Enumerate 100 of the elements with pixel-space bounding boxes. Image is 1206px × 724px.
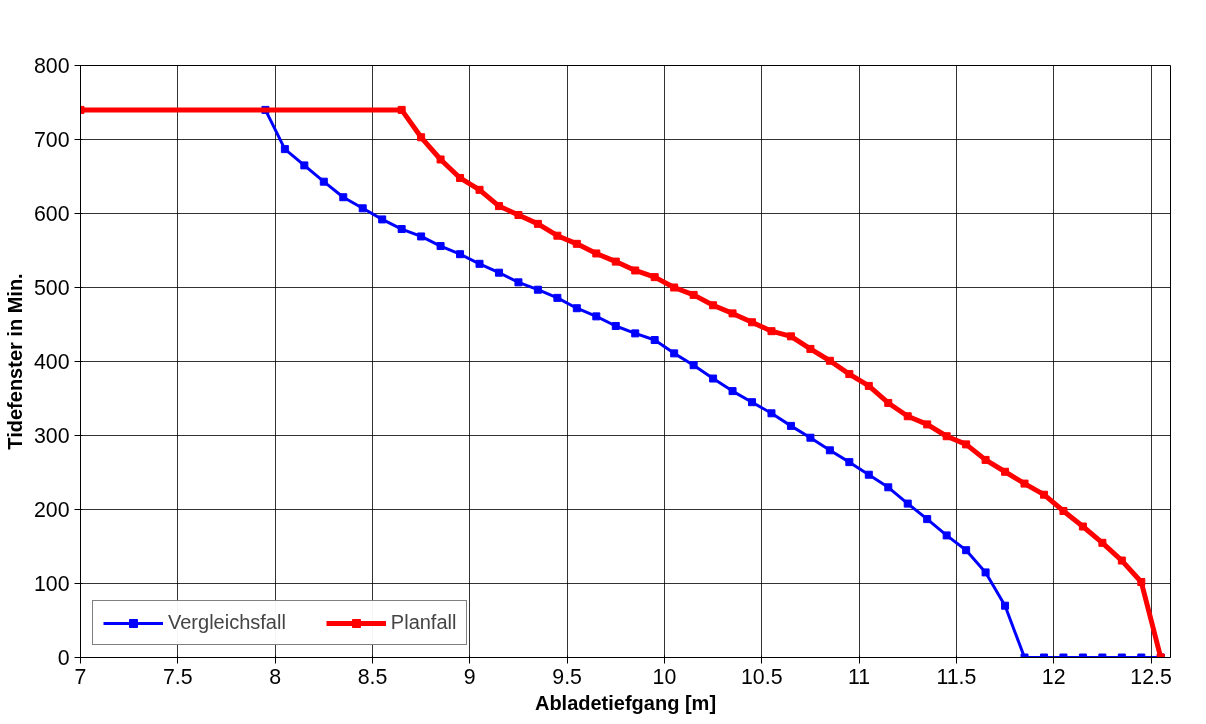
point [670,349,679,358]
y-tick-label: 0 [57,646,70,670]
x-tick-label: 10 [652,664,677,689]
x-tick-label: 9 [463,664,476,689]
point [339,193,348,202]
point [514,278,523,287]
point [592,312,601,321]
point [553,231,562,240]
legend-label: Vergleichsfall [168,611,286,634]
point [514,210,523,219]
y-axis-title: Tidefenster in Min. [3,273,26,450]
point [825,356,834,365]
point [436,155,445,164]
x-tick-label: 12.5 [1130,664,1172,689]
point [884,398,893,407]
point [962,546,971,555]
point [378,215,387,224]
point [280,145,289,154]
y-tick-label: 500 [33,276,70,300]
point [436,242,445,251]
point [981,455,990,464]
point [631,266,640,275]
point [728,387,737,396]
point [475,259,484,268]
point [650,336,659,345]
point [786,421,795,430]
point [864,470,873,479]
point [1137,578,1146,587]
point [1001,601,1010,610]
point [825,446,834,455]
point [670,283,679,292]
point [475,185,484,194]
point [417,133,426,142]
point [942,432,951,441]
point [806,344,815,353]
point [319,177,328,186]
point [572,304,581,313]
x-tick-label: 11 [848,664,871,689]
point [1078,522,1087,531]
point [845,370,854,379]
point [709,301,718,310]
point [631,329,640,338]
point [786,332,795,341]
point [553,293,562,302]
x-tick-label: 11.5 [936,664,977,689]
point [962,440,971,449]
point [942,531,951,540]
point [1117,556,1126,565]
point [650,273,659,282]
point [456,173,465,182]
point [689,361,698,370]
point [494,268,503,277]
point [728,309,737,318]
x-tick-label: 8.5 [357,664,388,689]
point [806,433,815,442]
point [845,458,854,467]
point [884,483,893,492]
point [1059,506,1068,515]
point [1098,538,1107,547]
point [923,515,932,524]
y-tick-label: 800 [33,54,70,78]
point [397,225,406,234]
point [358,204,367,213]
y-tick-label: 300 [33,424,70,448]
y-tick-label: 400 [33,350,70,374]
point [903,412,912,421]
point [611,321,620,330]
point [572,239,581,248]
point [981,568,990,577]
point [397,105,406,114]
point [1039,490,1048,499]
x-tick-label: 7.5 [163,664,193,689]
x-axis-title: Abladetiefgang [m] [534,691,717,714]
y-tick-label: 700 [33,128,70,152]
point [748,398,757,407]
x-tick-label: 9.5 [552,664,582,689]
point [533,285,542,294]
x-tick-label: 7 [74,664,87,689]
point [923,420,932,429]
point [494,202,503,211]
y-tick-label: 200 [33,498,70,522]
point [689,290,698,299]
y-tick-label: 600 [33,202,70,226]
point [767,409,776,418]
x-tick-label: 10.5 [740,664,783,689]
x-tick-label: 8 [269,664,282,689]
point [903,499,912,508]
point [864,381,873,390]
point [748,318,757,327]
point [611,257,620,266]
y-tick-label: 100 [33,572,70,596]
point [1001,467,1010,476]
x-tick-label: 12 [1041,664,1066,689]
legend-label: Planfall [390,611,457,634]
point [456,250,465,259]
point [300,161,309,170]
point [533,219,542,228]
point [417,232,426,241]
point [709,374,718,383]
point [592,249,601,258]
